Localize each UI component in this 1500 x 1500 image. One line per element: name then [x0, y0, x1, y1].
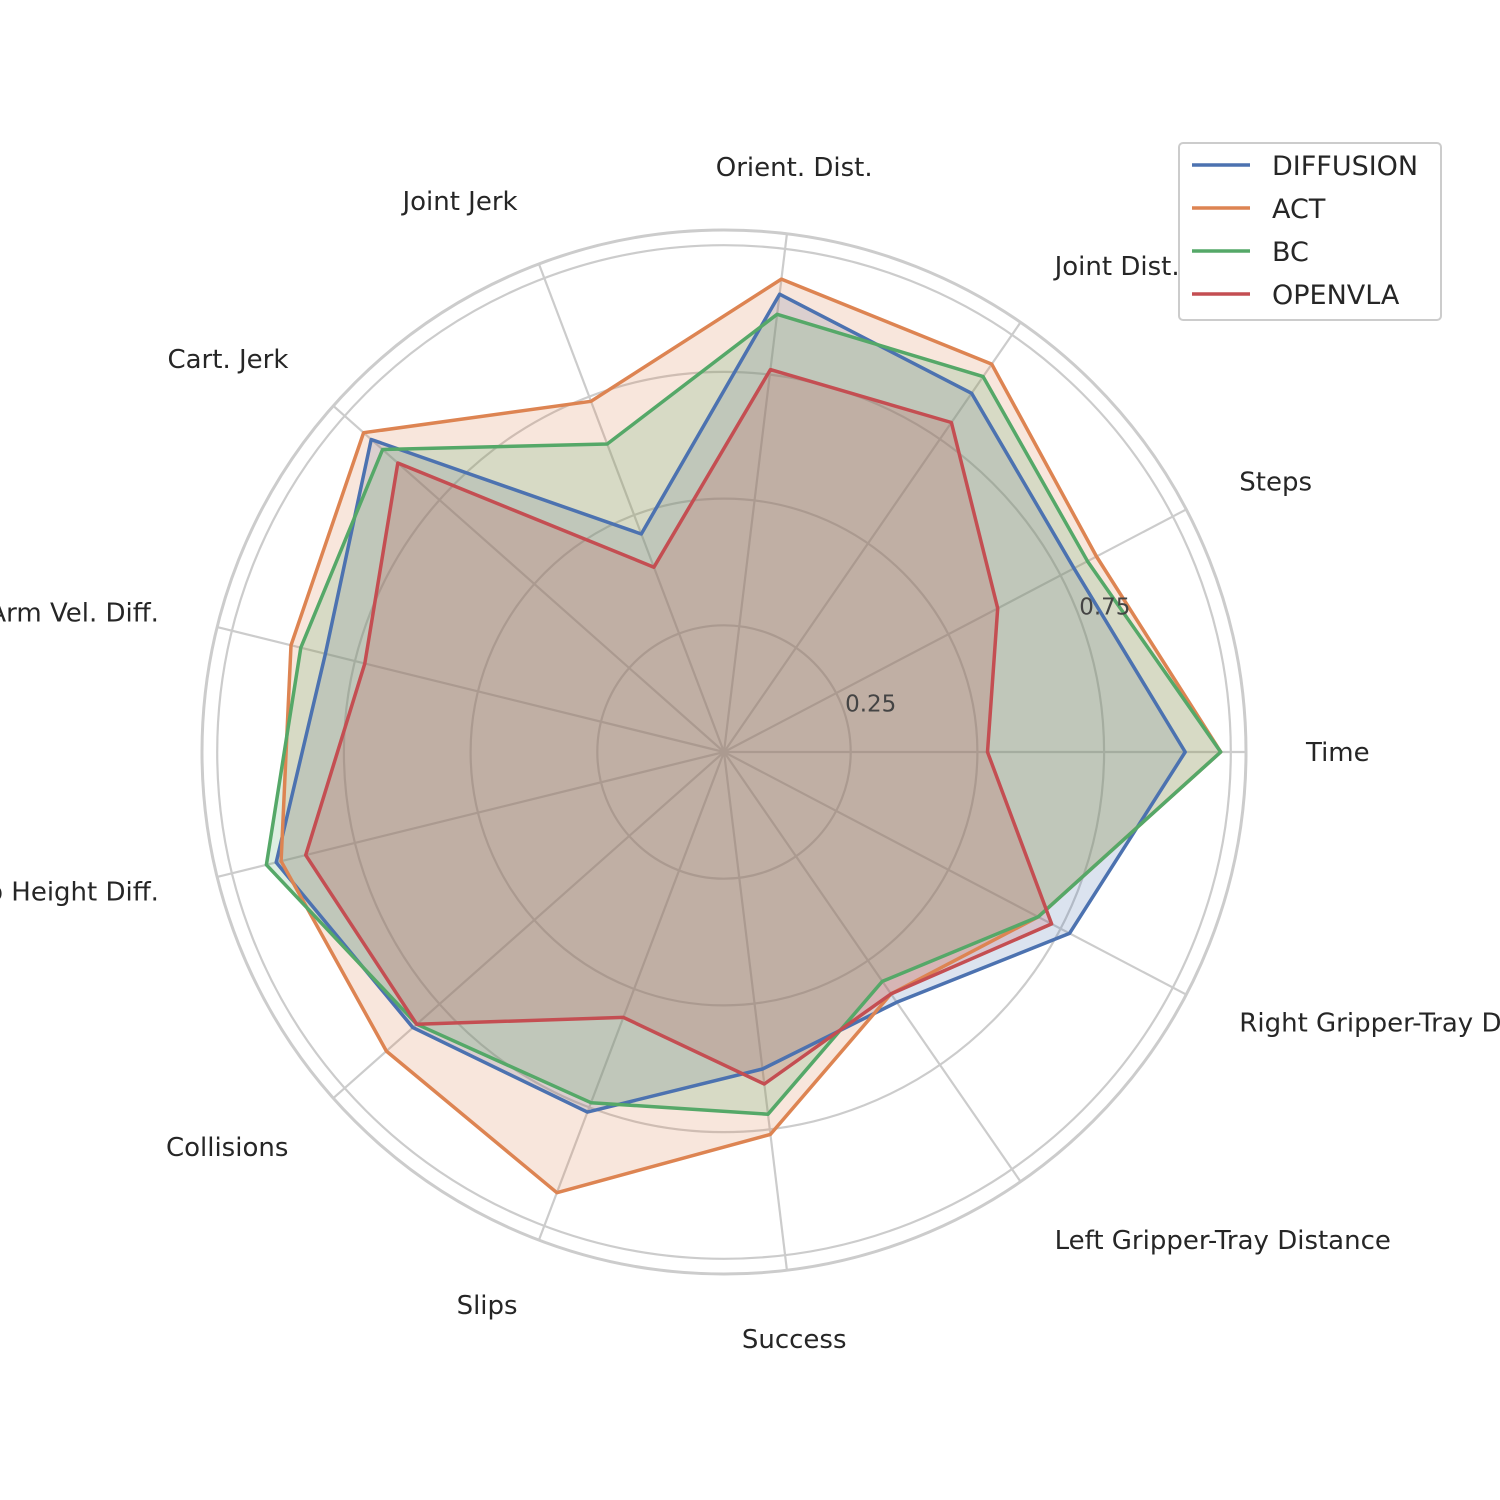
axis-label-cart-jerk: Cart. Jerk	[167, 345, 288, 375]
axis-label-left-gripper-tray-distance: Left Gripper-Tray Distance	[1055, 1226, 1391, 1256]
r-tick-label: 0.25	[845, 692, 896, 718]
legend: DIFFUSION ACT BC OPENVLA	[1178, 142, 1442, 321]
axis-label-joint-jerk: Joint Jerk	[400, 187, 517, 217]
grid-spoke	[332, 751, 725, 1099]
r-tick-label: 0.75	[1079, 595, 1130, 621]
grid-spoke	[723, 751, 1187, 996]
series-fill-act	[281, 279, 1221, 1193]
series-line-openvla	[303, 367, 1054, 1086]
grid-spoke	[537, 263, 726, 753]
legend-box	[1178, 142, 1442, 321]
series-line-bc	[264, 312, 1223, 1116]
series-line-act	[279, 277, 1223, 1195]
series-fill-openvla	[305, 369, 1052, 1085]
radial-ticks: 0.25 0.75	[845, 595, 1130, 718]
grid-spoke	[723, 751, 1022, 1183]
grid-spoke	[537, 751, 726, 1241]
axis-label-steps: Steps	[1239, 468, 1312, 498]
axis-label-joint-dist: Joint Dist.	[1053, 252, 1180, 282]
legend-label-openvla: OPENVLA	[1272, 280, 1400, 311]
legend-label-bc: BC	[1272, 237, 1309, 268]
outer-ring	[200, 228, 1248, 1276]
grid-spoke	[723, 508, 1187, 753]
series-lines	[264, 277, 1223, 1195]
series-fill-diffusion	[276, 294, 1186, 1113]
axis-label-right-gripper-tray-distance: Right Gripper-Tray Distance	[1239, 1009, 1500, 1039]
axis-label-success: Success	[742, 1325, 847, 1355]
axis-label-arm-vel-diff: Arm Vel. Diff.	[0, 599, 159, 629]
legend-label-act: ACT	[1272, 194, 1326, 225]
series-fill-bc	[266, 314, 1221, 1115]
grid-spoke	[216, 750, 725, 878]
legend-label-diffusion: DIFFUSION	[1272, 151, 1418, 182]
grid-spoke	[722, 233, 789, 753]
axis-labels: Time Steps Joint Dist. Orient. Dist. Joint J…	[0, 153, 1500, 1355]
axis-label-time: Time	[1305, 738, 1370, 768]
axis-label-collisions: Collisions	[166, 1133, 288, 1163]
axis-label-orient-dist: Orient. Dist.	[716, 153, 873, 183]
axis-label-grip-height-diff: Grip Height Diff.	[0, 877, 159, 907]
axis-label-slips: Slips	[457, 1291, 518, 1321]
series-fills	[266, 279, 1221, 1193]
grid-spoke	[722, 751, 789, 1271]
